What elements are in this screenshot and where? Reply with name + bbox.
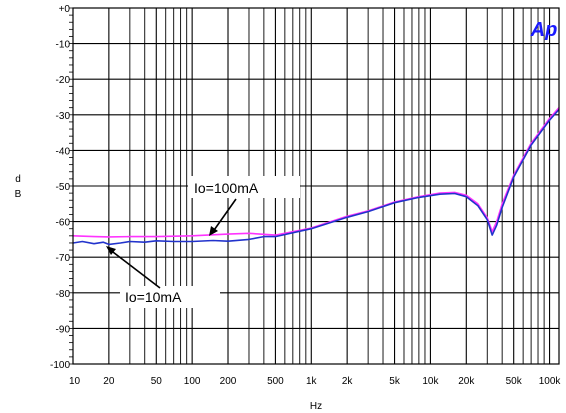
x-tick-labels: 10 20 50 100 200 500 1k 2k 5k 10k 20k 50k 100k bbox=[69, 376, 561, 387]
y-tick-label: -30 bbox=[56, 111, 71, 122]
y-tick-label: -20 bbox=[56, 75, 71, 86]
annotation-io-100ma-arrow bbox=[211, 198, 237, 234]
y-tick-label: -100 bbox=[50, 360, 70, 371]
plot-frame bbox=[72, 7, 560, 365]
y-tick-label: -70 bbox=[56, 253, 71, 264]
annotation-io-10ma-arrowhead bbox=[106, 246, 116, 255]
y-tick-label: -60 bbox=[56, 218, 71, 229]
y-axis-label-line-1: d bbox=[15, 174, 21, 185]
x-tick-label: 50k bbox=[506, 376, 523, 387]
series-lines bbox=[72, 107, 560, 246]
y-tick-label: -50 bbox=[56, 182, 71, 193]
x-tick-label: 100k bbox=[539, 376, 562, 387]
annotation-io-100ma-arrowhead bbox=[209, 226, 218, 236]
y-tick-label: -10 bbox=[56, 40, 71, 51]
y-tick-label: +0 bbox=[59, 4, 71, 15]
x-tick-label: 10k bbox=[422, 376, 439, 387]
annotation-io-10ma-arrow bbox=[108, 248, 161, 289]
x-tick-label: 200 bbox=[220, 376, 237, 387]
y-tick-labels: +0 -10 -20 -30 -40 -50 -60 -70 -80 -90 -100 bbox=[50, 4, 70, 371]
x-tick-label: 500 bbox=[267, 376, 284, 387]
x-tick-label: 5k bbox=[389, 376, 401, 387]
annotation-io-10ma-box bbox=[120, 286, 220, 308]
y-tick-label: -90 bbox=[56, 324, 71, 335]
series-line-io-10ma bbox=[72, 108, 560, 246]
ap-logo: Ap bbox=[530, 19, 558, 41]
x-tick-label: 2k bbox=[342, 376, 354, 387]
x-axis-label: Hz bbox=[310, 401, 322, 412]
annotation-io-10ma-label: Io=10mA bbox=[125, 289, 182, 305]
x-tick-label: 1k bbox=[306, 376, 318, 387]
grid bbox=[69, 7, 559, 365]
annotation-io-10ma: Io=10mA bbox=[106, 246, 220, 308]
x-tick-label: 20k bbox=[458, 376, 475, 387]
x-tick-label: 100 bbox=[184, 376, 201, 387]
annotation-io-100ma: Io=100mA bbox=[188, 176, 300, 236]
y-tick-label: -40 bbox=[56, 146, 71, 157]
x-tick-label: 20 bbox=[103, 376, 115, 387]
annotation-io-100ma-box bbox=[188, 176, 300, 198]
x-tick-label: 50 bbox=[151, 376, 163, 387]
annotation-io-100ma-label: Io=100mA bbox=[194, 180, 259, 196]
x-tick-label: 10 bbox=[69, 376, 81, 387]
y-tick-label: -80 bbox=[56, 289, 71, 300]
y-axis-label-line-2: B bbox=[15, 189, 22, 200]
